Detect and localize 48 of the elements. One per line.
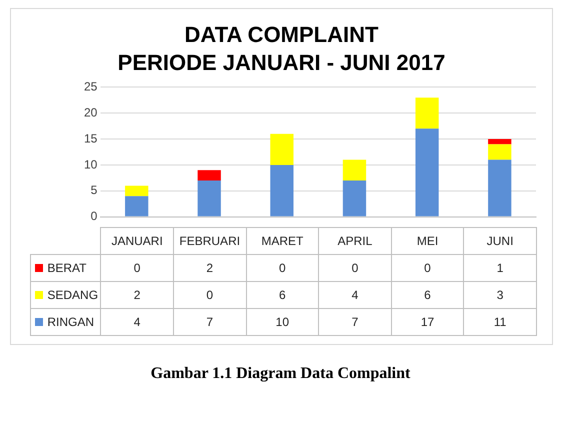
chart-subtitle: PERIODE JANUARI - JUNI 2017 xyxy=(116,49,446,77)
y-tick-label: 5 xyxy=(90,183,98,198)
y-tick-label: 10 xyxy=(84,157,98,172)
x-tick-label: FEBRUARI xyxy=(173,228,246,254)
bar xyxy=(198,180,221,216)
x-tick-label: MARET xyxy=(246,228,319,254)
bar xyxy=(270,164,294,216)
bar xyxy=(488,139,512,144)
bar xyxy=(125,196,148,216)
bar xyxy=(415,128,439,216)
bar xyxy=(198,170,221,181)
data-label: 10 xyxy=(246,308,319,336)
data-label: 0 xyxy=(173,282,246,308)
bar xyxy=(125,186,148,196)
y-tick-label: 25 xyxy=(84,80,98,94)
bar xyxy=(415,98,439,129)
legend-label: SEDANG xyxy=(30,282,101,308)
y-tick-label: 20 xyxy=(84,105,98,120)
bar xyxy=(488,160,512,216)
data-label: 3 xyxy=(464,282,536,308)
x-tick-label: JUNI xyxy=(464,228,536,254)
legend-label: RINGAN xyxy=(30,308,101,336)
data-label: 0 xyxy=(391,254,464,282)
bar xyxy=(488,144,512,160)
bar xyxy=(270,134,294,165)
data-label: 6 xyxy=(391,282,464,308)
bar xyxy=(342,160,366,181)
data-label: 4 xyxy=(100,308,174,336)
data-label: 2 xyxy=(100,282,174,308)
data-label: 17 xyxy=(391,308,464,336)
data-label: 1 xyxy=(464,254,536,282)
y-tick-label: 0 xyxy=(90,209,98,224)
y-tick-label: 15 xyxy=(84,131,98,146)
data-label: 2 xyxy=(173,254,246,282)
data-label: 0 xyxy=(318,254,392,282)
data-label: 7 xyxy=(318,308,392,336)
chart-title: DATA COMPLAINT xyxy=(184,21,380,49)
bar xyxy=(342,180,366,216)
data-label: 11 xyxy=(464,308,536,336)
data-label: 6 xyxy=(246,282,319,308)
x-tick-label: APRIL xyxy=(318,228,392,254)
text: Gambar 1.1 Diagram Data Compalint xyxy=(150,365,412,383)
legend-label: BERAT xyxy=(30,254,101,282)
data-label: 0 xyxy=(246,254,319,282)
data-label: 7 xyxy=(173,308,246,336)
x-tick-label: MEI xyxy=(391,228,464,254)
data-label: 4 xyxy=(318,282,392,308)
x-tick-label: JANUARI xyxy=(100,228,174,254)
